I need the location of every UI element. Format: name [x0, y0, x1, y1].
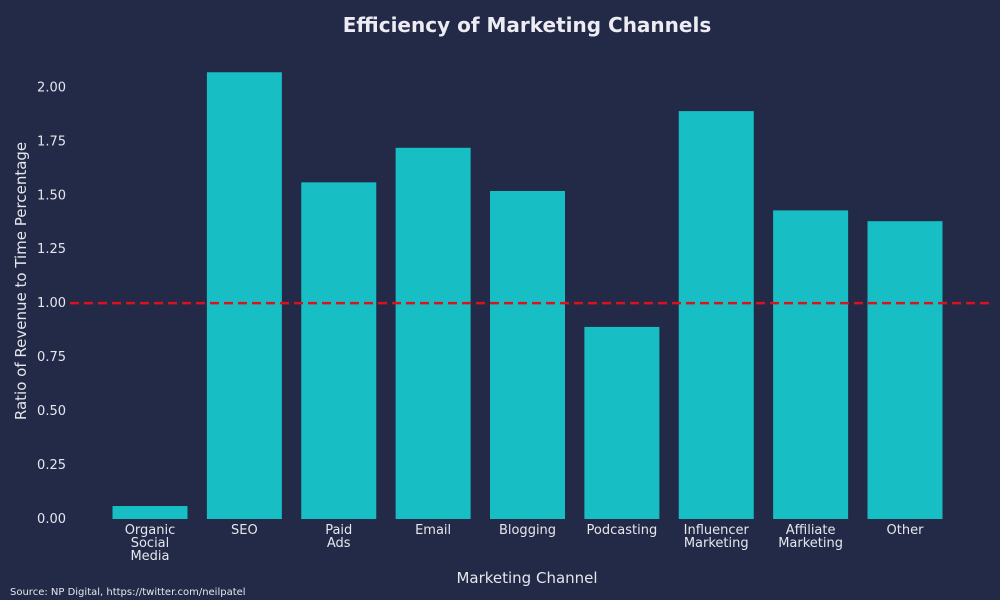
y-tick-label: 0.25	[37, 458, 66, 473]
bar	[206, 72, 282, 520]
y-tick-label: 1.75	[37, 134, 66, 149]
x-tick-label: Email	[415, 523, 451, 538]
bar	[584, 326, 660, 519]
source-note: Source: NP Digital, https://twitter.com/…	[10, 587, 246, 598]
bar	[490, 190, 565, 520]
x-tick-label: SEO	[231, 523, 258, 538]
x-tick-label: Other	[887, 523, 925, 538]
y-tick-label: 2.00	[37, 80, 66, 95]
y-tick-label: 0.00	[37, 512, 66, 527]
bar	[112, 506, 188, 519]
y-tick-label: 1.50	[37, 188, 66, 203]
chart-title: Efficiency of Marketing Channels	[343, 13, 711, 37]
x-tick-label: Podcasting	[587, 523, 658, 538]
y-tick-label: 0.75	[37, 350, 66, 365]
y-tick-label: 1.00	[37, 296, 66, 311]
bar	[678, 111, 754, 519]
x-axis-ticks: Organic Social Media SEO Paid Ads Email Bloggin…	[125, 523, 924, 564]
bar	[773, 210, 849, 519]
y-tick-label: 1.25	[37, 242, 66, 257]
x-axis-label: Marketing Channel	[456, 569, 597, 587]
bar	[867, 221, 943, 519]
x-tick-label: Blogging	[499, 523, 556, 538]
x-tick-label: Organic Social Media	[125, 523, 176, 564]
y-axis-ticks: 0.00 0.25 0.50 0.75 1.00 1.25 1.50 1.75 2.00	[37, 80, 66, 527]
x-tick-label: Affiliate Marketing	[778, 523, 843, 551]
bar	[301, 182, 377, 519]
y-tick-label: 0.50	[37, 404, 66, 419]
x-tick-label: Paid Ads	[325, 523, 352, 551]
bar	[395, 147, 471, 520]
bars	[112, 72, 943, 520]
y-axis-label: Ratio of Revenue to Time Percentage	[12, 142, 30, 420]
x-tick-label: Influencer Marketing	[684, 523, 750, 551]
